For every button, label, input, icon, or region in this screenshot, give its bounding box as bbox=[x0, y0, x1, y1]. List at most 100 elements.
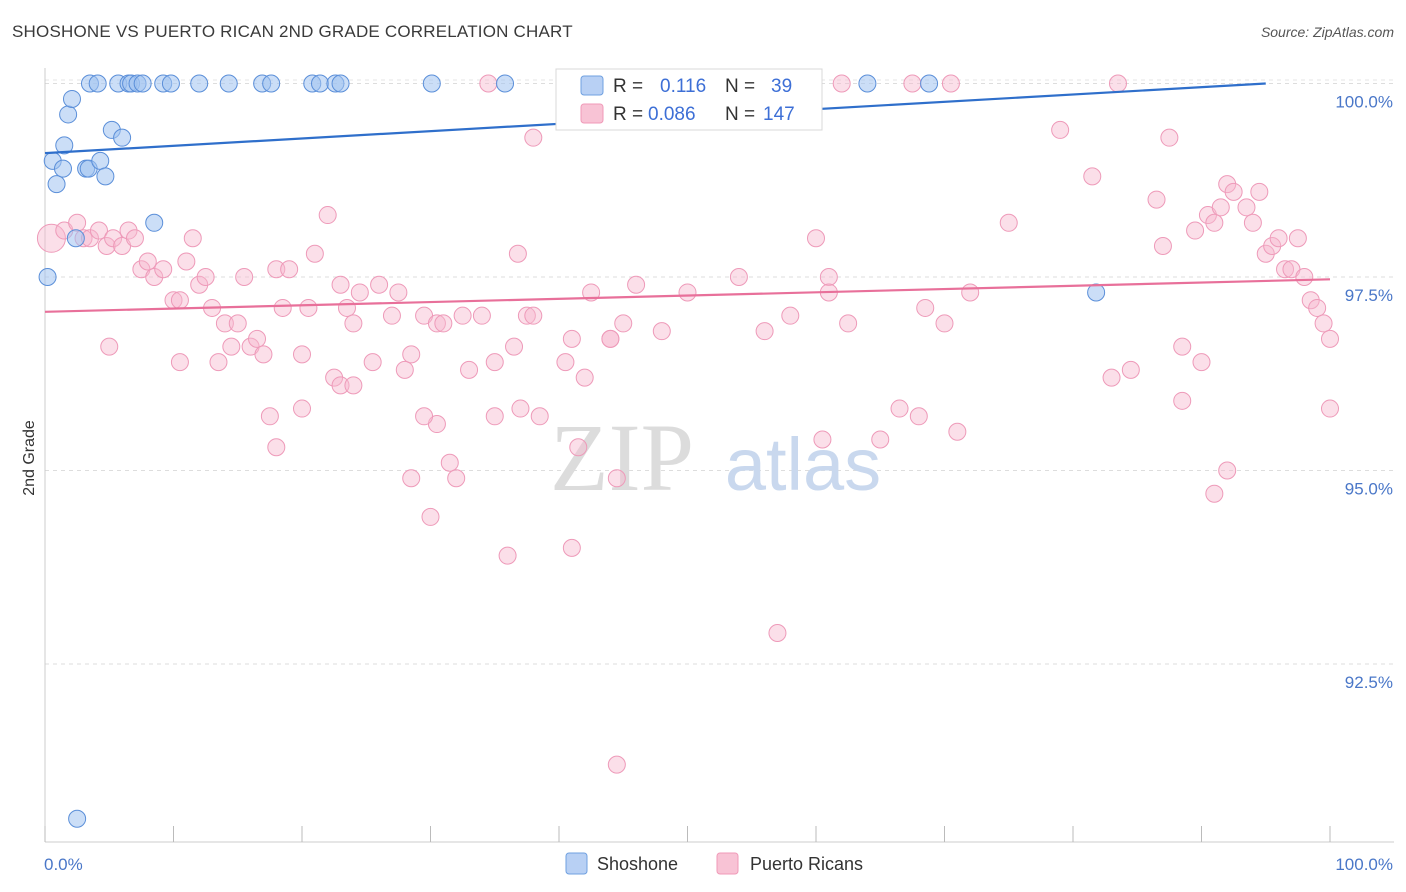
puerto-ricans-point bbox=[1102, 368, 1121, 387]
source-credit: Source: ZipAtlas.com bbox=[1260, 24, 1394, 40]
shoshone-point bbox=[47, 175, 66, 194]
puerto-ricans-point bbox=[1263, 237, 1282, 256]
puerto-ricans-point bbox=[395, 360, 414, 379]
puerto-ricans-point bbox=[280, 260, 299, 279]
puerto-ricans-point bbox=[1269, 229, 1288, 248]
legend-n-label-shoshone: N = bbox=[725, 76, 755, 97]
puerto-ricans-point bbox=[1205, 213, 1224, 232]
legend-r-value-puerto-ricans: 0.086 bbox=[648, 104, 696, 125]
puerto-ricans-point bbox=[89, 221, 108, 240]
puerto-ricans-point bbox=[1173, 337, 1192, 356]
bottom-legend-label-shoshone: Shoshone bbox=[597, 854, 678, 874]
shoshone-point bbox=[219, 74, 238, 93]
puerto-ricans-point bbox=[1321, 329, 1339, 348]
y-tick-label: 100.0% bbox=[1335, 92, 1393, 111]
puerto-ricans-point bbox=[1083, 167, 1102, 186]
puerto-ricans-point bbox=[999, 213, 1018, 232]
puerto-ricans-point bbox=[460, 360, 479, 379]
x-tick-label-max: 100.0% bbox=[1335, 855, 1393, 874]
puerto-ricans-point bbox=[614, 314, 633, 333]
puerto-ricans-point bbox=[145, 267, 164, 286]
shoshone-point bbox=[62, 89, 81, 108]
puerto-ricans-point bbox=[1256, 244, 1275, 263]
puerto-ricans-points bbox=[36, 74, 1339, 774]
legend-r-label-puerto-ricans: R = bbox=[613, 104, 643, 125]
puerto-ricans-point bbox=[511, 399, 530, 418]
puerto-ricans-point bbox=[961, 283, 980, 302]
puerto-ricans-point bbox=[248, 329, 267, 348]
puerto-ricans-point bbox=[569, 438, 588, 457]
puerto-ricans-point bbox=[421, 507, 440, 526]
puerto-ricans-point bbox=[627, 275, 646, 294]
puerto-ricans-point bbox=[524, 306, 543, 325]
puerto-ricans-point bbox=[119, 221, 138, 240]
puerto-ricans-point bbox=[415, 407, 434, 426]
puerto-ricans-point bbox=[601, 329, 620, 348]
puerto-ricans-point bbox=[125, 229, 144, 248]
puerto-ricans-point bbox=[293, 345, 311, 364]
shoshone-point bbox=[145, 213, 164, 232]
puerto-ricans-point bbox=[1186, 221, 1205, 240]
shoshone-point bbox=[422, 74, 441, 93]
shoshone-point bbox=[920, 74, 939, 93]
puerto-ricans-point bbox=[524, 128, 543, 147]
puerto-ricans-point bbox=[100, 337, 119, 356]
y-tick-label: 95.0% bbox=[1345, 479, 1393, 498]
puerto-ricans-point bbox=[1192, 353, 1211, 372]
shoshone-point bbox=[55, 136, 74, 155]
puerto-ricans-point bbox=[1276, 260, 1295, 279]
shoshone-point bbox=[53, 159, 72, 178]
puerto-ricans-point bbox=[485, 353, 504, 372]
watermark-zip: ZIP bbox=[550, 404, 694, 511]
shoshone-point bbox=[59, 105, 78, 124]
puerto-ricans-point bbox=[68, 213, 87, 232]
bottom-legend-label-puerto-ricans: Puerto Ricans bbox=[750, 854, 863, 874]
puerto-ricans-point bbox=[819, 267, 838, 286]
puerto-ricans-point bbox=[183, 229, 202, 248]
puerto-ricans-point bbox=[1321, 399, 1339, 418]
axes bbox=[44, 68, 1394, 843]
puerto-ricans-point bbox=[1108, 74, 1127, 93]
puerto-ricans-point bbox=[729, 267, 748, 286]
puerto-ricans-point bbox=[190, 275, 209, 294]
puerto-ricans-point bbox=[305, 244, 324, 263]
legend-swatch-shoshone bbox=[580, 75, 604, 96]
puerto-ricans-trend-line bbox=[44, 278, 1331, 313]
puerto-ricans-point bbox=[1301, 291, 1320, 310]
puerto-ricans-point bbox=[293, 399, 311, 418]
puerto-ricans-point bbox=[807, 229, 825, 248]
puerto-ricans-point bbox=[337, 298, 356, 317]
puerto-ricans-point bbox=[299, 298, 318, 317]
shoshone-point bbox=[88, 74, 107, 93]
legend-swatch-puerto-ricans bbox=[580, 103, 604, 124]
puerto-ricans-point bbox=[440, 453, 459, 472]
shoshone-point bbox=[91, 151, 110, 170]
shoshone-point bbox=[113, 128, 132, 147]
puerto-ricans-point bbox=[427, 314, 446, 333]
puerto-ricans-point bbox=[1211, 198, 1230, 217]
puerto-ricans-point bbox=[890, 399, 909, 418]
puerto-ricans-point bbox=[505, 337, 524, 356]
puerto-ricans-point bbox=[402, 469, 421, 488]
puerto-ricans-point bbox=[607, 469, 626, 488]
shoshone-point bbox=[66, 229, 85, 248]
bottom-legend-swatch-shoshone bbox=[565, 852, 588, 875]
shoshone-point bbox=[858, 74, 877, 93]
puerto-ricans-point bbox=[472, 306, 491, 325]
shoshone-point bbox=[68, 809, 87, 828]
legend-n-label-puerto-ricans: N = bbox=[725, 104, 755, 125]
puerto-ricans-point bbox=[267, 438, 286, 457]
gridlines bbox=[45, 79, 1394, 665]
puerto-ricans-point bbox=[1237, 198, 1256, 217]
puerto-ricans-point bbox=[382, 306, 401, 325]
puerto-ricans-point bbox=[607, 755, 626, 774]
puerto-ricans-point bbox=[1160, 128, 1179, 147]
puerto-ricans-point bbox=[562, 329, 581, 348]
puerto-ricans-point bbox=[260, 407, 279, 426]
puerto-ricans-point bbox=[517, 306, 536, 325]
puerto-ricans-point bbox=[273, 298, 292, 317]
shoshone-point bbox=[133, 74, 152, 93]
puerto-ricans-point bbox=[254, 345, 273, 364]
puerto-ricans-point bbox=[453, 306, 472, 325]
